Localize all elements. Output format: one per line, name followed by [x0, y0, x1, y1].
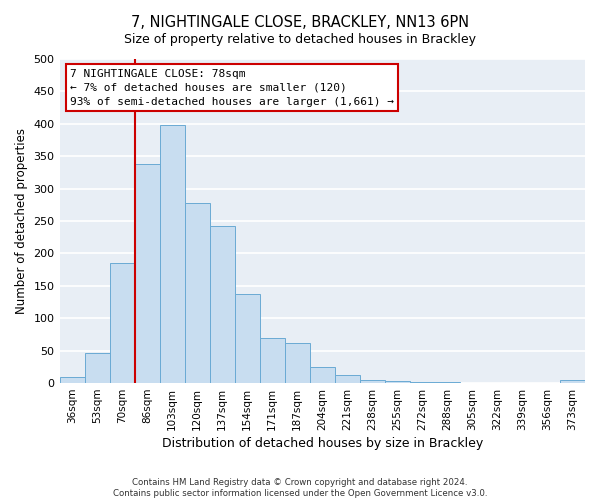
Bar — [185, 203, 209, 383]
Bar — [285, 343, 310, 383]
Bar — [260, 338, 285, 383]
Bar — [110, 263, 134, 383]
Y-axis label: Number of detached properties: Number of detached properties — [15, 128, 28, 314]
Text: Contains HM Land Registry data © Crown copyright and database right 2024.
Contai: Contains HM Land Registry data © Crown c… — [113, 478, 487, 498]
Bar — [134, 164, 160, 383]
Bar — [59, 376, 85, 383]
X-axis label: Distribution of detached houses by size in Brackley: Distribution of detached houses by size … — [161, 437, 483, 450]
Bar — [85, 352, 110, 383]
Bar — [435, 382, 460, 383]
Bar — [209, 226, 235, 383]
Text: 7, NIGHTINGALE CLOSE, BRACKLEY, NN13 6PN: 7, NIGHTINGALE CLOSE, BRACKLEY, NN13 6PN — [131, 15, 469, 30]
Bar — [235, 294, 260, 383]
Text: Size of property relative to detached houses in Brackley: Size of property relative to detached ho… — [124, 32, 476, 46]
Bar — [335, 376, 360, 383]
Bar — [160, 125, 185, 383]
Bar — [360, 380, 385, 383]
Text: 7 NIGHTINGALE CLOSE: 78sqm
← 7% of detached houses are smaller (120)
93% of semi: 7 NIGHTINGALE CLOSE: 78sqm ← 7% of detac… — [70, 68, 394, 106]
Bar — [385, 381, 410, 383]
Bar — [310, 367, 335, 383]
Bar — [560, 380, 585, 383]
Bar — [410, 382, 435, 383]
